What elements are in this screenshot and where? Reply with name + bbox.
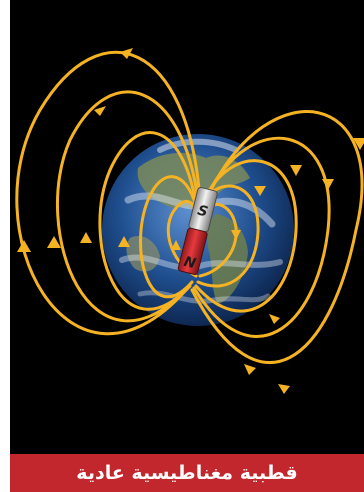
field-line-arrow xyxy=(244,364,256,375)
field-line-right-1 xyxy=(190,110,364,364)
figure-caption: قطبية مغناطيسية عادية xyxy=(76,462,298,484)
field-line-arrow xyxy=(322,179,334,190)
field-line-arrow xyxy=(231,230,241,240)
cloud-band-4 xyxy=(157,138,239,153)
magnet-north-half xyxy=(177,227,208,275)
field-line-arrow xyxy=(353,138,364,150)
field-line-right-4 xyxy=(196,184,260,288)
field-line-arrow xyxy=(118,236,130,247)
field-line-right-3 xyxy=(194,159,298,313)
field-line-arrow xyxy=(254,186,266,196)
magnetic-field-figure: S N xyxy=(10,0,364,454)
field-line-arrow xyxy=(269,314,280,324)
field-line-left-1 xyxy=(15,50,202,335)
field-line-arrow xyxy=(278,384,290,394)
field-line-left-4 xyxy=(139,175,198,299)
cloud-band-2 xyxy=(119,254,283,271)
continent-west xyxy=(126,236,160,272)
field-line-arrows xyxy=(17,48,364,394)
field-line-arrow xyxy=(80,232,92,243)
bar-magnet: S N xyxy=(177,186,218,275)
field-lines xyxy=(15,50,364,364)
field-diagram-svg: S N xyxy=(15,48,364,394)
south-pole-label: S xyxy=(196,203,210,221)
north-pole-label: N xyxy=(182,254,198,272)
field-line-right-2 xyxy=(192,136,331,338)
field-line-inner-left xyxy=(166,200,198,278)
field-line-arrow xyxy=(47,236,61,248)
field-line-left-2 xyxy=(56,90,200,323)
field-line-arrow xyxy=(94,106,106,116)
field-line-arrow xyxy=(290,165,302,176)
field-line-arrow xyxy=(17,240,31,252)
caption-bar: قطبية مغناطيسية عادية xyxy=(10,454,364,492)
field-line-left-3 xyxy=(98,131,198,311)
field-line-arrow xyxy=(120,48,133,59)
field-line-arrow xyxy=(171,240,181,250)
